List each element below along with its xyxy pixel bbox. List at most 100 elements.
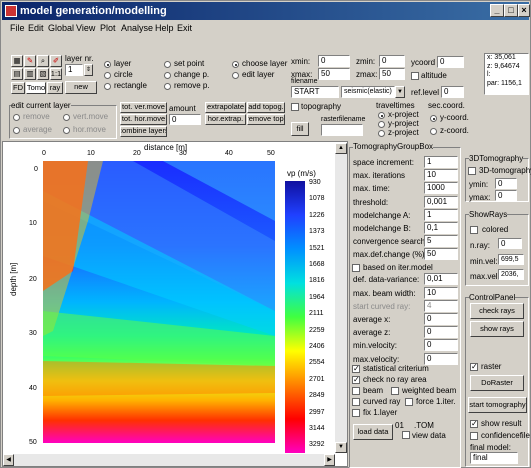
ycoord-input[interactable]: 0	[437, 56, 464, 68]
method-select[interactable]: seismic(elastic)	[341, 86, 395, 98]
menu-analyse[interactable]: Analyse	[121, 23, 154, 33]
z-project-radio[interactable]	[378, 130, 385, 137]
check-rays-button[interactable]: check rays	[470, 303, 524, 319]
tab-tomo[interactable]: Tomo	[26, 82, 46, 94]
scroll-up-icon[interactable]: ▲	[335, 143, 347, 154]
y-coord-radio[interactable]	[430, 115, 437, 122]
max-velocity-input[interactable]: 0	[424, 352, 458, 365]
hor-extrap-button[interactable]: hor.extrap.	[205, 114, 246, 125]
new-model-icon[interactable]: ▦	[11, 55, 23, 67]
x-project-radio[interactable]	[378, 112, 385, 119]
mode-rectangle-radio[interactable]	[104, 83, 111, 90]
min-velocity-input[interactable]: 0	[424, 339, 458, 352]
scroll-left-icon[interactable]: ◀	[3, 454, 14, 466]
do-raster-button[interactable]: DoRaster	[470, 375, 524, 391]
view-data-checkbox[interactable]	[402, 431, 410, 439]
tab-ray[interactable]: ray	[47, 82, 63, 94]
remove-radio[interactable]	[13, 114, 20, 121]
modelchange-a-input[interactable]: 1	[424, 208, 458, 221]
weighted-beam-checkbox[interactable]	[391, 387, 399, 395]
threshold-input[interactable]: 0,001	[424, 195, 458, 208]
load-data-button[interactable]: load data	[353, 424, 393, 440]
average-z-input[interactable]: 0	[424, 326, 458, 339]
average-radio[interactable]	[13, 127, 20, 134]
filename-input[interactable]: START	[291, 86, 339, 98]
mode-remove-p-radio[interactable]	[164, 83, 171, 90]
colored-checkbox[interactable]	[470, 226, 478, 234]
velocity-model-image[interactable]	[43, 161, 275, 443]
beam-checkbox[interactable]	[352, 387, 360, 395]
raster-checkbox[interactable]: ✓	[470, 362, 478, 371]
amount-input[interactable]: 0	[169, 114, 201, 125]
zmax-input[interactable]: 50	[379, 68, 405, 80]
rasterfilename-input[interactable]	[321, 124, 363, 136]
xmax-input[interactable]: 50	[318, 68, 350, 80]
fill-button[interactable]: fill	[291, 122, 309, 136]
show-rays-button[interactable]: show rays	[470, 321, 524, 337]
average-x-input[interactable]: 0	[424, 313, 458, 325]
menu-plot[interactable]: Plot	[100, 23, 116, 33]
extrapolate-button[interactable]: extrapolate	[205, 102, 246, 113]
start-curved-ray-input[interactable]: 4	[424, 299, 458, 312]
mode-layer-radio[interactable]	[104, 61, 111, 68]
draw-icon[interactable]: ✎	[24, 55, 36, 67]
based-iter-model-checkbox[interactable]	[352, 264, 360, 273]
add-topog-button[interactable]: add topog.	[247, 102, 285, 113]
confidencefile-checkbox[interactable]	[470, 432, 478, 440]
xmin-input[interactable]: 0	[318, 55, 350, 67]
max-def-change-input[interactable]: 50	[424, 248, 458, 261]
nray-input[interactable]: 0	[498, 238, 522, 249]
open-icon[interactable]: ▤	[11, 68, 23, 80]
scroll-down-icon[interactable]: ▼	[335, 442, 347, 453]
show-result-checkbox[interactable]: ✓	[470, 419, 478, 428]
topography-checkbox[interactable]	[291, 103, 299, 111]
zoom-icon[interactable]: ⌕	[37, 55, 49, 67]
modelchange-b-input[interactable]: 0,1	[424, 222, 458, 234]
statistical-criterium-checkbox[interactable]: ✓	[352, 364, 360, 373]
menu-file[interactable]: File	[10, 23, 25, 33]
horizontal-scrollbar[interactable]	[3, 454, 335, 466]
mode-circle-radio[interactable]	[104, 72, 111, 79]
3d-tomography-checkbox[interactable]	[468, 167, 476, 175]
mode-change-p-radio[interactable]	[164, 72, 171, 79]
layer-nr-input[interactable]: 1	[65, 64, 83, 76]
reflevel-input[interactable]: 0	[441, 86, 464, 98]
y-project-radio[interactable]	[378, 121, 385, 128]
method-dropdown-icon[interactable]: ▼	[395, 86, 405, 98]
hor-move-radio[interactable]	[63, 127, 70, 134]
max-time-input[interactable]: 1000	[424, 182, 458, 195]
minvel-input[interactable]: 699,5	[498, 254, 524, 265]
scroll-right-icon[interactable]: ▶	[324, 454, 335, 466]
close-button[interactable]: ×	[518, 4, 530, 17]
start-tomography-button[interactable]: start tomography	[468, 397, 527, 413]
menu-edit[interactable]: Edit	[28, 23, 44, 33]
ymin-input[interactable]: 0	[495, 178, 517, 189]
mode-choose-layer-radio[interactable]	[232, 61, 239, 68]
combine-layers-button[interactable]: combine layers	[120, 126, 167, 137]
altitude-checkbox[interactable]	[411, 72, 419, 80]
maxvel-input[interactable]: 2036,	[498, 269, 524, 280]
convergence-search-input[interactable]: 5	[424, 235, 458, 248]
max-iterations-input[interactable]: 10	[424, 169, 458, 182]
z-coord-radio[interactable]	[430, 128, 437, 135]
force-iter-checkbox[interactable]	[405, 398, 413, 406]
mode-set-point-radio[interactable]	[164, 61, 171, 68]
menu-exit[interactable]: Exit	[177, 23, 193, 33]
zoom-reset-button[interactable]: 1:1	[50, 68, 62, 80]
pen-icon[interactable]: ✐	[50, 55, 62, 67]
mode-edit-layer-radio[interactable]	[232, 72, 239, 79]
max-beam-width-input[interactable]: 10	[424, 286, 458, 299]
new-layer-button[interactable]: new	[65, 81, 97, 94]
data-variance-input[interactable]: 0,01	[424, 273, 458, 286]
menu-view[interactable]: View	[76, 23, 96, 33]
fix-layer-checkbox[interactable]	[352, 409, 360, 417]
layer-spin-button[interactable]: ⇕	[84, 64, 93, 76]
tot-ver-move-button[interactable]: tot. ver.move	[120, 102, 167, 113]
curved-ray-checkbox[interactable]	[352, 398, 360, 406]
remove-top-button[interactable]: remove top.	[247, 114, 285, 125]
save-icon[interactable]: ▥	[24, 68, 36, 80]
final-model-input[interactable]: final	[470, 452, 518, 464]
print-icon[interactable]: ▧	[37, 68, 49, 80]
tab-fd[interactable]: FD	[11, 82, 25, 94]
tot-hor-move-button[interactable]: tot. hor.move	[120, 114, 167, 125]
